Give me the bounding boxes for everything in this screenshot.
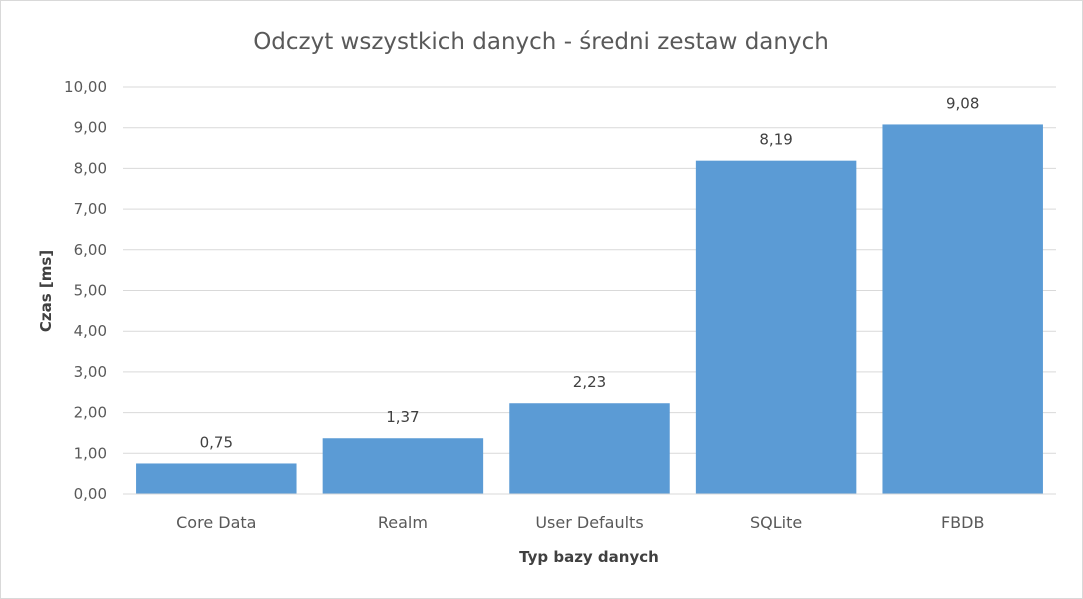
data-label: 0,75	[200, 433, 233, 451]
y-tick-label: 2,00	[74, 404, 107, 422]
y-axis-ticks: 0,00 1,00 2,00 3,00 4,00 5,00 6,00 7,00 8,00 9,00…	[64, 78, 107, 503]
y-tick-label: 5,00	[74, 282, 107, 300]
y-tick-label: 9,00	[74, 119, 107, 137]
y-tick-label: 1,00	[74, 444, 107, 462]
x-category-label: User Defaults	[535, 513, 643, 532]
data-label: 1,37	[386, 408, 419, 426]
y-tick-label: 7,00	[74, 200, 107, 218]
bar	[509, 403, 670, 494]
bar	[322, 438, 484, 494]
bar	[136, 463, 297, 494]
x-axis-categories: Core Data Realm User Defaults SQLite FBDB	[176, 513, 984, 532]
y-tick-label: 4,00	[74, 322, 107, 340]
bars	[136, 124, 1043, 495]
x-axis-title: Typ bazy danych	[519, 548, 659, 566]
x-category-label: Realm	[378, 513, 428, 532]
data-labels: 0,75 1,37 2,23 8,19 9,08	[200, 94, 980, 451]
x-category-label: Core Data	[176, 513, 256, 532]
y-tick-label: 8,00	[74, 159, 107, 177]
x-category-label: SQLite	[750, 513, 802, 532]
data-label: 2,23	[573, 373, 606, 391]
y-tick-label: 0,00	[74, 485, 107, 503]
y-axis-title: Czas [ms]	[37, 250, 55, 332]
bar	[882, 124, 1043, 494]
bar	[695, 160, 857, 495]
y-tick-label: 6,00	[74, 241, 107, 259]
chart-title: Odczyt wszystkich danych - średni zestaw…	[253, 29, 829, 55]
data-label: 9,08	[946, 94, 979, 112]
data-label: 8,19	[759, 131, 792, 149]
x-category-label: FBDB	[941, 513, 984, 532]
y-tick-label: 3,00	[74, 363, 107, 381]
y-tick-label: 10,00	[64, 78, 107, 96]
